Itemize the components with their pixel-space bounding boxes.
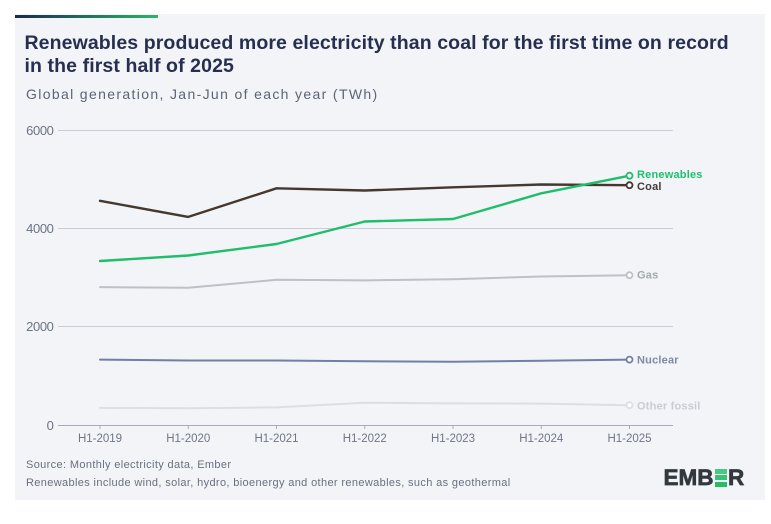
svg-text:Coal: Coal bbox=[637, 181, 662, 193]
svg-text:2000: 2000 bbox=[26, 319, 53, 334]
svg-text:H1-2024: H1-2024 bbox=[519, 433, 564, 445]
svg-text:Nuclear: Nuclear bbox=[637, 354, 679, 366]
svg-text:H1-2022: H1-2022 bbox=[343, 433, 387, 445]
svg-text:Gas: Gas bbox=[637, 269, 658, 281]
svg-text:H1-2019: H1-2019 bbox=[78, 433, 122, 445]
svg-text:H1-2025: H1-2025 bbox=[607, 433, 651, 445]
svg-text:Other fossil: Other fossil bbox=[637, 400, 701, 412]
svg-text:H1-2023: H1-2023 bbox=[431, 433, 475, 445]
svg-text:Renewables: Renewables bbox=[637, 169, 703, 181]
svg-text:0: 0 bbox=[47, 418, 54, 433]
svg-text:H1-2021: H1-2021 bbox=[254, 433, 298, 445]
svg-text:H1-2020: H1-2020 bbox=[166, 433, 210, 445]
svg-text:4000: 4000 bbox=[26, 221, 53, 236]
svg-text:6000: 6000 bbox=[26, 123, 53, 138]
